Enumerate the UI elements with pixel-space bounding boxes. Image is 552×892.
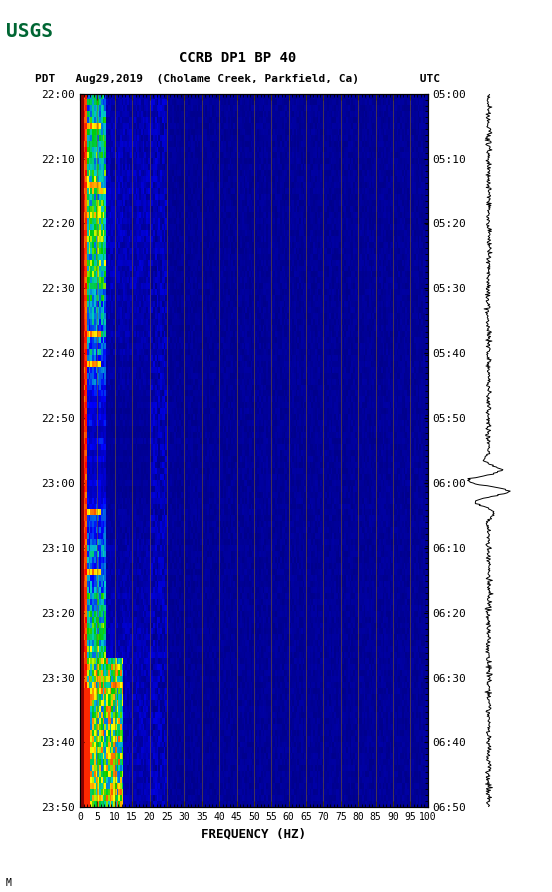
X-axis label: FREQUENCY (HZ): FREQUENCY (HZ): [201, 828, 306, 840]
Text: CCRB DP1 BP 40: CCRB DP1 BP 40: [179, 51, 296, 65]
Text: USGS: USGS: [6, 22, 52, 41]
Text: M: M: [6, 878, 12, 888]
Text: PDT   Aug29,2019  (Cholame Creek, Parkfield, Ca)         UTC: PDT Aug29,2019 (Cholame Creek, Parkfield…: [35, 73, 440, 84]
Bar: [80, 94, 84, 807]
